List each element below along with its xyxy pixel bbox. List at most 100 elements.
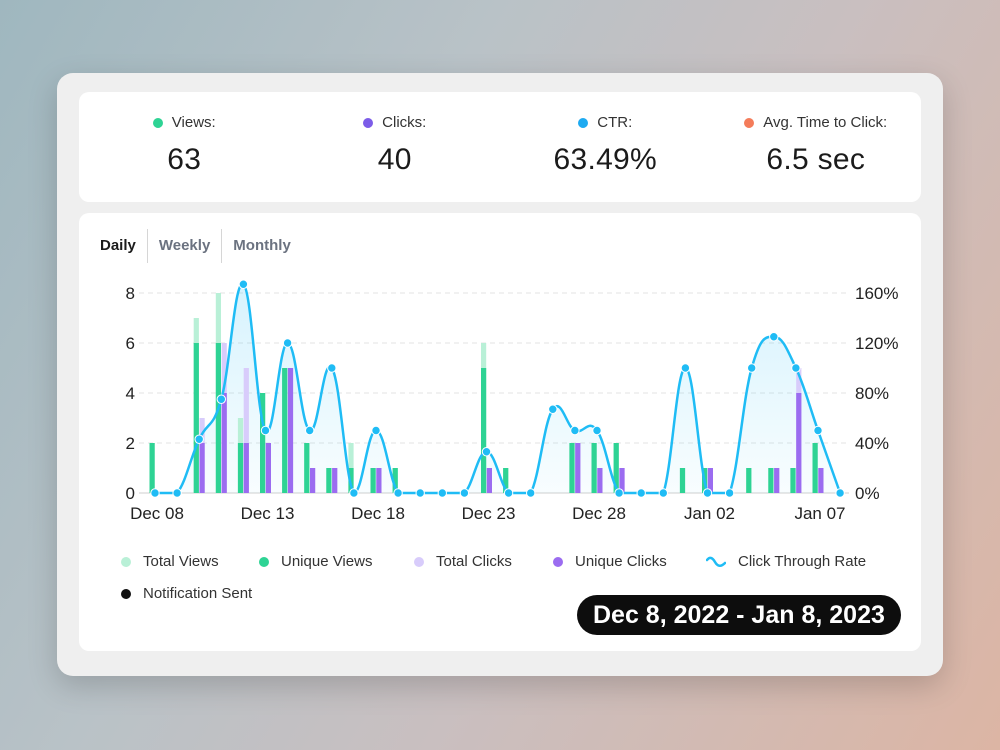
legend-total-views[interactable]: Total Views <box>121 553 219 570</box>
x-tick-label: Dec 18 <box>351 504 405 523</box>
bar-unique-views <box>260 393 266 493</box>
ctr-point <box>216 394 227 404</box>
legend-click-through-rate[interactable]: Click Through Rate <box>706 553 866 570</box>
bar-unique-clicks <box>597 468 603 493</box>
ctr-point <box>150 488 160 498</box>
stat-value: 40 <box>377 143 412 176</box>
ctr-point <box>636 488 646 498</box>
bar-unique-views <box>481 368 487 493</box>
ctr-point <box>194 434 204 444</box>
ctr-point <box>526 488 536 498</box>
ctr-point <box>349 488 359 498</box>
stat-avg-time: Avg. Time to Click: 6.5 sec <box>711 92 922 202</box>
ctr-point <box>371 425 381 436</box>
y-right-tick-label: 160% <box>855 284 898 303</box>
y-right-tick-label: 0% <box>855 484 880 503</box>
y-left-tick-label: 4 <box>126 384 135 403</box>
y-right-tick-label: 120% <box>855 334 898 353</box>
stat-views: Views: 63 <box>79 92 290 202</box>
clicks-dot <box>363 117 374 128</box>
bar-unique-views <box>149 443 155 493</box>
ctr-dot <box>578 117 589 128</box>
ctr-point <box>658 488 668 498</box>
bar-unique-clicks <box>376 468 382 493</box>
stat-label: CTR: <box>597 114 633 131</box>
tab-weekly[interactable]: Weekly <box>158 237 211 254</box>
ctr-point <box>172 488 182 498</box>
tab-monthly[interactable]: Monthly <box>233 237 291 254</box>
bar-unique-views <box>613 443 619 493</box>
wave-icon <box>706 556 726 567</box>
x-tick-label: Jan 02 <box>684 504 735 523</box>
bar-unique-clicks <box>243 443 249 493</box>
ctr-point <box>327 363 337 373</box>
x-tick-label: Dec 13 <box>241 504 295 523</box>
ctr-point <box>437 488 447 498</box>
ctr-point <box>260 425 271 436</box>
bar-unique-clicks <box>287 368 294 493</box>
ctr-point <box>724 488 735 498</box>
x-tick-label: Dec 08 <box>130 504 184 523</box>
legend-label: Total Clicks <box>436 553 512 570</box>
legend-notification-sent[interactable]: Notification Sent <box>121 585 252 602</box>
ctr-point <box>592 425 602 436</box>
bar-unique-views <box>768 468 774 493</box>
legend-dot <box>121 556 131 567</box>
ctr-point <box>835 488 845 498</box>
bar-unique-views <box>282 368 288 493</box>
legend-unique-views[interactable]: Unique Views <box>259 553 372 570</box>
bar-unique-clicks <box>221 393 227 493</box>
legend-unique-clicks[interactable]: Unique Clicks <box>553 553 667 570</box>
legend-total-clicks[interactable]: Total Clicks <box>414 553 512 570</box>
ctr-point <box>481 447 492 457</box>
stat-value: 6.5 sec <box>766 143 866 176</box>
bar-unique-views <box>237 443 244 493</box>
legend-label: Unique Clicks <box>575 553 667 570</box>
ctr-point <box>702 488 713 498</box>
tab-daily[interactable]: Daily <box>100 237 136 254</box>
stat-clicks: Clicks: 40 <box>290 92 501 202</box>
y-left-tick-label: 8 <box>126 284 135 303</box>
stat-value: 63 <box>167 143 202 176</box>
bar-unique-clicks <box>575 443 581 493</box>
legend-dot <box>259 556 269 567</box>
date-range-badge[interactable]: Dec 8, 2022 - Jan 8, 2023 <box>577 595 901 635</box>
bar-unique-clicks <box>310 468 316 493</box>
bar-unique-clicks <box>774 468 780 493</box>
views-dot <box>152 117 163 128</box>
legend-dot <box>553 556 563 567</box>
bar-unique-clicks <box>332 468 338 493</box>
bar-unique-views <box>215 343 221 493</box>
bar-total-clicks <box>243 368 249 493</box>
legend-dot <box>121 588 131 599</box>
bar-unique-clicks <box>796 393 802 493</box>
bar-unique-clicks <box>818 468 824 493</box>
tab-divider <box>221 229 223 263</box>
ctr-point <box>393 488 403 498</box>
x-tick-label: Dec 28 <box>572 504 626 523</box>
ctr-point <box>415 488 425 498</box>
ctr-point <box>503 488 514 498</box>
ctr-point <box>614 488 624 498</box>
ctr-point <box>305 425 315 436</box>
stat-label: Clicks: <box>382 114 427 131</box>
legend-dot <box>414 556 424 567</box>
bar-unique-views <box>304 443 310 493</box>
ctr-point <box>791 363 801 373</box>
bar-unique-views <box>193 343 199 493</box>
bar-unique-clicks <box>619 468 625 493</box>
stats-summary: Views: 63 Clicks: 40 CTR: 63.49% Avg. Ti… <box>79 92 921 202</box>
stat-label: Avg. Time to Click: <box>763 114 888 131</box>
ctr-point <box>459 488 470 498</box>
legend-label: Unique Views <box>281 553 373 570</box>
period-tabs: Daily Weekly Monthly <box>99 229 302 263</box>
stat-label: Views: <box>171 114 216 131</box>
ctr-point <box>548 404 558 414</box>
bar-unique-views <box>503 468 509 493</box>
stat-ctr: CTR: 63.49% <box>500 92 711 202</box>
y-left-tick-label: 0 <box>126 484 135 503</box>
bar-unique-views <box>591 443 597 493</box>
y-right-tick-label: 40% <box>855 434 889 453</box>
legend-label: Click Through Rate <box>738 553 867 570</box>
bar-unique-clicks <box>486 468 492 493</box>
